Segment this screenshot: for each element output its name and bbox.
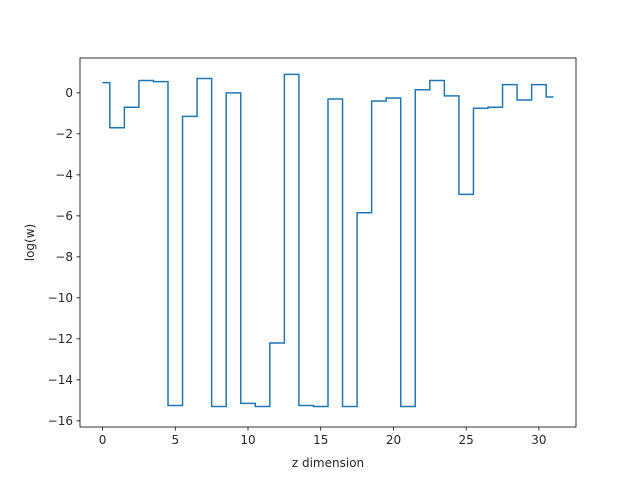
x-tick-label: 0 bbox=[99, 433, 107, 447]
x-axis-label: z dimension bbox=[292, 456, 364, 470]
x-tick-label: 15 bbox=[313, 433, 328, 447]
y-tick-label: −14 bbox=[48, 373, 73, 387]
y-tick-label: 0 bbox=[65, 86, 73, 100]
y-axis-label: log(w) bbox=[23, 224, 37, 261]
y-tick-label: −16 bbox=[48, 414, 73, 428]
x-tick-label: 20 bbox=[386, 433, 401, 447]
x-tick-label: 10 bbox=[240, 433, 255, 447]
y-tick-label: −12 bbox=[48, 332, 73, 346]
y-tick-label: −4 bbox=[55, 168, 73, 182]
y-axis-ticks: 0 −2 −4 −6 −8 −10 −12 −14 −16 bbox=[48, 86, 80, 428]
plot-frame bbox=[79, 57, 577, 428]
y-tick-label: −6 bbox=[55, 209, 73, 223]
series-layer bbox=[102, 73, 554, 408]
x-tick-label: 25 bbox=[459, 433, 474, 447]
series-line-0 bbox=[102, 73, 554, 408]
y-tick-label: −2 bbox=[55, 127, 73, 141]
x-axis-ticks: 0 5 10 15 20 25 30 bbox=[99, 427, 547, 447]
x-tick-label: 30 bbox=[531, 433, 546, 447]
y-tick-label: −10 bbox=[48, 291, 73, 305]
y-tick-label: −8 bbox=[55, 250, 73, 264]
x-tick-label: 5 bbox=[171, 433, 179, 447]
